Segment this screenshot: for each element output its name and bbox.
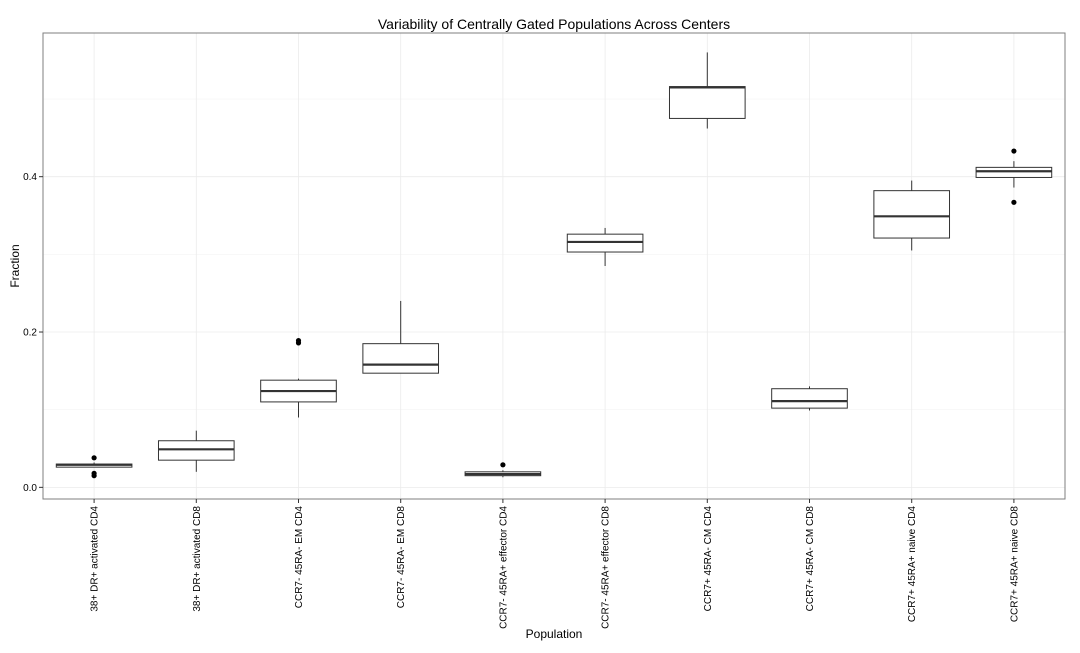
- x-category-label: CCR7- 45RA+ effector CD8: [601, 506, 612, 629]
- box-group: [464, 462, 542, 478]
- box-iqr: [668, 86, 746, 119]
- box-iqr: [975, 166, 1053, 178]
- box-group: [566, 227, 644, 266]
- box-iqr: [157, 440, 235, 461]
- y-tick-label: 0.0: [23, 483, 37, 494]
- outlier-point: [1011, 199, 1017, 205]
- x-axis-title: Population: [526, 627, 583, 641]
- outlier-point: [1011, 148, 1017, 154]
- plot-panel-border: [42, 32, 1066, 500]
- box-group: [771, 386, 848, 411]
- y-tick-label: 0.2: [23, 328, 37, 339]
- grid-layer: [43, 33, 1065, 499]
- outlier-point: [91, 455, 97, 461]
- y-tick-label: 0.4: [23, 172, 37, 183]
- marks-layer: [55, 52, 1053, 479]
- x-category-label: CCR7- 45RA- EM CD8: [396, 506, 407, 609]
- x-category-label: CCR7+ 45RA- CM CD4: [703, 506, 714, 612]
- axis-layer: 0.0 0.2 0.4 38+ DR+ activated CD4 38+ DR+ ac…: [23, 32, 1066, 629]
- box-group: [873, 180, 951, 251]
- outlier-point: [295, 337, 302, 344]
- x-category-label: CCR7- 45RA+ effector CD4: [498, 506, 509, 629]
- box-group: [975, 148, 1053, 205]
- x-category-label: 38+ DR+ activated CD8: [192, 506, 203, 612]
- box-iqr: [873, 190, 951, 239]
- x-category-label: CCR7+ 45RA+ naive CD8: [1009, 506, 1020, 623]
- box-group: [668, 52, 746, 129]
- x-category-label: CCR7+ 45RA+ naive CD4: [907, 506, 918, 623]
- x-category-label: CCR7- 45RA- EM CD4: [294, 506, 305, 609]
- box-iqr: [362, 343, 440, 374]
- outlier-point: [91, 470, 97, 476]
- x-category-label: 38+ DR+ activated CD4: [90, 506, 101, 612]
- chart-title: Variability of Centrally Gated Populatio…: [378, 16, 730, 32]
- box-group: [157, 430, 235, 472]
- box-iqr: [771, 388, 848, 409]
- x-category-label: CCR7+ 45RA- CM CD8: [805, 506, 816, 612]
- box-iqr: [566, 233, 644, 253]
- box-group: [362, 300, 440, 374]
- box-group: [55, 455, 133, 479]
- box-group: [260, 337, 337, 418]
- y-axis-title: Fraction: [8, 244, 22, 287]
- outlier-point: [500, 462, 506, 468]
